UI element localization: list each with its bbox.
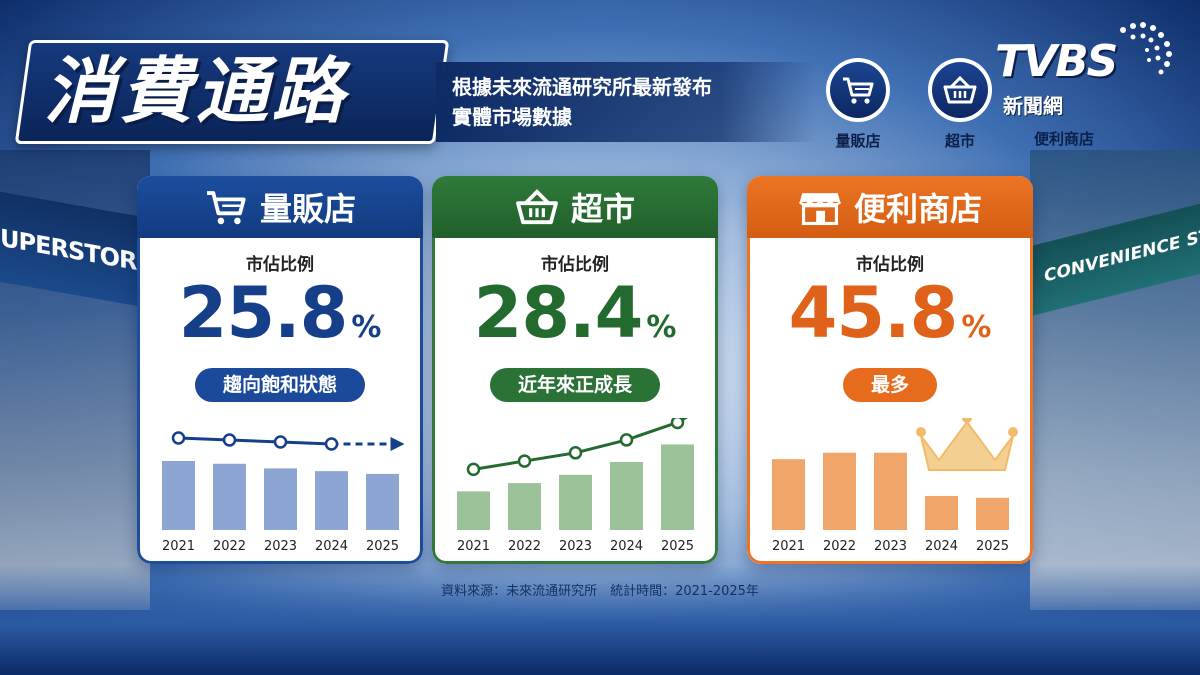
subtitle: 根據未來流通研究所最新發布 實體市場數據 xyxy=(452,72,812,132)
x-tick-label: 2025 xyxy=(366,539,399,554)
card-title: 量販店 xyxy=(259,190,356,228)
card-header-hypermarket: 量販店 xyxy=(137,176,423,238)
card-supermarket: 超市 市佔比例 28.4% 近年來正成長 2021 2022 2023 2024 202… xyxy=(432,176,718,564)
status-tag: 近年來正成長 xyxy=(489,368,661,402)
x-tick-label: 2024 xyxy=(610,539,643,554)
card-title: 便利商店 xyxy=(853,190,982,228)
trend-point xyxy=(466,462,481,477)
bar-2021 xyxy=(772,459,805,530)
floor-gradient xyxy=(0,565,1200,675)
trend-point xyxy=(619,433,634,447)
trend-point xyxy=(670,418,685,430)
x-tick-label: 2023 xyxy=(874,539,907,554)
metric-label: 市佔比例 xyxy=(246,255,314,275)
arrow-icon xyxy=(390,437,405,451)
logo-main-text: TVBS xyxy=(995,36,1118,87)
card-body-supermarket: 市佔比例 28.4% 近年來正成長 2021 2022 2023 2024 2025 xyxy=(432,238,718,564)
metric-number: 28.4 xyxy=(473,272,644,354)
crown-jewel xyxy=(962,418,972,423)
basket-icon xyxy=(943,75,977,104)
cart-icon xyxy=(843,77,874,104)
bar-2023 xyxy=(874,452,907,530)
page-title: 消費通路 xyxy=(44,49,349,133)
crown-jewel xyxy=(1008,427,1018,437)
logo-dots-icon xyxy=(1120,22,1172,75)
card-hypermarket: 量販店 市佔比例 25.8% 趨向飽和狀態 2021 2022 2023 2024 20… xyxy=(137,176,423,564)
subtitle-line-2: 實體市場數據 xyxy=(452,105,572,129)
x-tick-label: 2022 xyxy=(508,539,541,554)
x-tick-label: 2021 xyxy=(457,539,490,554)
legend-item-convenience: 便利商店 xyxy=(1014,112,1114,149)
card-body-convenience: 市佔比例 45.8% 最多 2021 2022 2023 2024 2025 xyxy=(747,238,1033,564)
trend-point xyxy=(171,431,186,445)
legend-item-supermarket: 超市 xyxy=(910,58,1010,151)
bar-chart-hypermarket: 2021 2022 2023 2024 2025 xyxy=(162,431,405,554)
bar-chart-convenience: 2021 2022 2023 2024 2025 xyxy=(772,418,1018,554)
legend-label-supermarket: 超市 xyxy=(944,132,975,150)
crown-icon xyxy=(920,420,1014,471)
x-tick-label: 2021 xyxy=(772,539,805,554)
status-tag: 最多 xyxy=(842,368,938,402)
bar-2025 xyxy=(976,497,1009,530)
metric-value: 28.4% xyxy=(435,272,715,354)
legend-item-hypermarket: 量販店 xyxy=(808,58,908,151)
metric-label: 市佔比例 xyxy=(541,255,609,275)
trend-point xyxy=(517,454,532,468)
card-header-supermarket: 超市 xyxy=(432,176,718,238)
bar-2024 xyxy=(610,461,643,530)
metric-unit: % xyxy=(646,310,677,345)
bar-2021 xyxy=(162,461,195,530)
bar-2024 xyxy=(925,495,958,530)
card-body-hypermarket: 市佔比例 25.8% 趨向飽和狀態 2021 2022 2023 2024 2025 xyxy=(137,238,423,564)
status-tag: 趨向飽和狀態 xyxy=(194,368,366,402)
bar-2022 xyxy=(213,463,246,530)
card-convenience: 便利商店 市佔比例 45.8% 最多 2021 2022 2023 2024 2025 xyxy=(747,176,1033,564)
bar-2021 xyxy=(457,491,490,530)
x-tick-label: 2022 xyxy=(213,539,246,554)
bar-2025 xyxy=(661,444,694,530)
x-tick-label: 2021 xyxy=(162,539,195,554)
trend-line xyxy=(178,436,332,446)
trend-point xyxy=(222,433,237,447)
x-tick-label: 2025 xyxy=(976,539,1009,554)
x-tick-label: 2023 xyxy=(264,539,297,554)
metric-number: 25.8 xyxy=(178,272,349,354)
data-source: 資料來源：未來流通研究所 統計時間：2021-2025年 xyxy=(441,584,759,599)
metric-number: 45.8 xyxy=(788,272,959,354)
metric-label: 市佔比例 xyxy=(856,255,924,275)
bar-2024 xyxy=(315,471,348,530)
tvbs-logo: TVBS 新聞網 xyxy=(995,22,1180,132)
bar-2025 xyxy=(366,473,399,530)
cart-icon xyxy=(206,191,246,225)
metric-unit: % xyxy=(961,310,992,345)
legend-label-hypermarket: 量販店 xyxy=(835,132,881,150)
x-tick-label: 2025 xyxy=(661,539,694,554)
bar-2022 xyxy=(508,483,541,530)
bar-2023 xyxy=(264,468,297,530)
bar-chart-supermarket: 2021 2022 2023 2024 2025 xyxy=(457,418,694,554)
x-tick-label: 2024 xyxy=(925,539,958,554)
bar-2022 xyxy=(823,452,856,530)
crown-jewel xyxy=(916,427,926,437)
trend-point xyxy=(568,446,583,460)
metric-unit: % xyxy=(351,310,382,345)
metric-value: 25.8% xyxy=(140,272,420,354)
store-icon xyxy=(798,193,842,226)
x-tick-label: 2024 xyxy=(315,539,348,554)
metric-value: 45.8% xyxy=(750,272,1030,354)
bar-2023 xyxy=(559,474,592,530)
card-title: 超市 xyxy=(570,190,635,228)
trend-point xyxy=(324,437,339,451)
trend-point xyxy=(273,435,288,449)
subtitle-bar xyxy=(436,62,816,142)
x-tick-label: 2023 xyxy=(559,539,592,554)
card-header-convenience: 便利商店 xyxy=(747,176,1033,238)
basket-icon xyxy=(516,189,558,225)
legend-label-convenience: 便利商店 xyxy=(1033,130,1094,148)
x-tick-label: 2022 xyxy=(823,539,856,554)
subtitle-line-1: 根據未來流通研究所最新發布 xyxy=(452,75,712,99)
logo-sub-text: 新聞網 xyxy=(1003,94,1063,118)
